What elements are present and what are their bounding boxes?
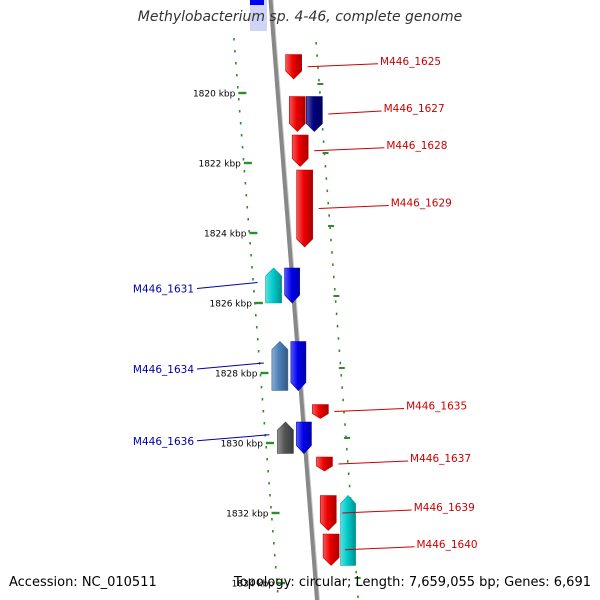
gene-feature-2[interactable] [289, 96, 306, 132]
gene-M446_1637[interactable] [316, 456, 333, 472]
gene-M446_1625[interactable] [285, 54, 302, 80]
kbp-tick-label: 1830 kbp [221, 440, 264, 450]
gene-label-M446_1639[interactable]: M446_1639 [342, 502, 475, 514]
gene-label-M446_1625[interactable]: M446_1625 [307, 56, 441, 68]
svg-text:M446_1634: M446_1634 [133, 364, 194, 376]
gene-M446_1631[interactable] [265, 267, 282, 304]
svg-text:M446_1625: M446_1625 [380, 56, 441, 68]
gene-M446_1629[interactable] [296, 169, 313, 248]
gene-feature-12[interactable] [296, 421, 312, 454]
gene-label-M446_1635[interactable]: M446_1635 [334, 401, 467, 413]
svg-text:M446_1629: M446_1629 [391, 198, 452, 210]
svg-text:M446_1635: M446_1635 [406, 401, 467, 413]
kbp-tick-label: 1822 kbp [198, 160, 241, 170]
gene-feature-9[interactable] [290, 341, 307, 391]
gene-label-M446_1628[interactable]: M446_1628 [314, 140, 447, 152]
gene-label-M446_1629[interactable]: M446_1629 [318, 198, 452, 210]
gene-M446_1640[interactable] [322, 533, 340, 566]
partial-gene-top [250, 0, 267, 31]
gene-track [265, 54, 356, 566]
svg-text:M446_1637: M446_1637 [410, 453, 471, 465]
gene-M446_1634[interactable] [271, 341, 289, 391]
topology-text: Topology: circular; Length: 7,659,055 bp… [233, 575, 591, 590]
svg-text:M446_1639: M446_1639 [414, 502, 475, 514]
kbp-tick-label: 1824 kbp [204, 230, 247, 240]
kbp-tick-label: 1828 kbp [215, 370, 258, 380]
gene-label-M446_1636[interactable]: M446_1636 [133, 434, 270, 448]
svg-text:M446_1631: M446_1631 [133, 284, 194, 296]
left-tick-dots [233, 38, 279, 593]
gene-label-M446_1634[interactable]: M446_1634 [133, 362, 264, 376]
gene-M446_1636[interactable] [277, 421, 294, 454]
accession-text: Accession: NC_010511 [9, 575, 157, 590]
kbp-tick-label: 1834 kbp [232, 580, 275, 590]
kbp-tick-label: 1820 kbp [193, 90, 236, 100]
gene-M446_1635[interactable] [312, 404, 329, 419]
gene-M446_1627[interactable] [306, 96, 323, 132]
gene-label-M446_1631[interactable]: M446_1631 [133, 282, 258, 296]
svg-text:M446_1640: M446_1640 [417, 539, 478, 551]
gene-M446_1628[interactable] [291, 134, 309, 167]
gene-label-M446_1637[interactable]: M446_1637 [338, 453, 471, 465]
svg-text:M446_1636: M446_1636 [133, 436, 194, 448]
kbp-tick-label: 1826 kbp [210, 300, 253, 310]
gene-labels: M446_1625 M446_1627 M446_1628 M446_1629 M446… [133, 56, 478, 551]
gene-feature-15[interactable] [340, 495, 356, 566]
genome-title: Methylobacterium sp. 4-46, complete geno… [137, 9, 463, 25]
gene-feature-7[interactable] [284, 267, 300, 304]
gene-M446_1639[interactable] [319, 495, 337, 531]
kbp-tick-label: 1832 kbp [226, 510, 269, 520]
kbp-ruler: 1820 kbp 1822 kbp 1824 kbp 1826 kbp 1828 kbp… [193, 90, 286, 590]
svg-text:M446_1628: M446_1628 [386, 140, 447, 152]
gene-label-M446_1627[interactable]: M446_1627 [328, 103, 445, 115]
svg-text:M446_1627: M446_1627 [384, 103, 445, 115]
gene-label-M446_1640[interactable]: M446_1640 [345, 539, 478, 551]
